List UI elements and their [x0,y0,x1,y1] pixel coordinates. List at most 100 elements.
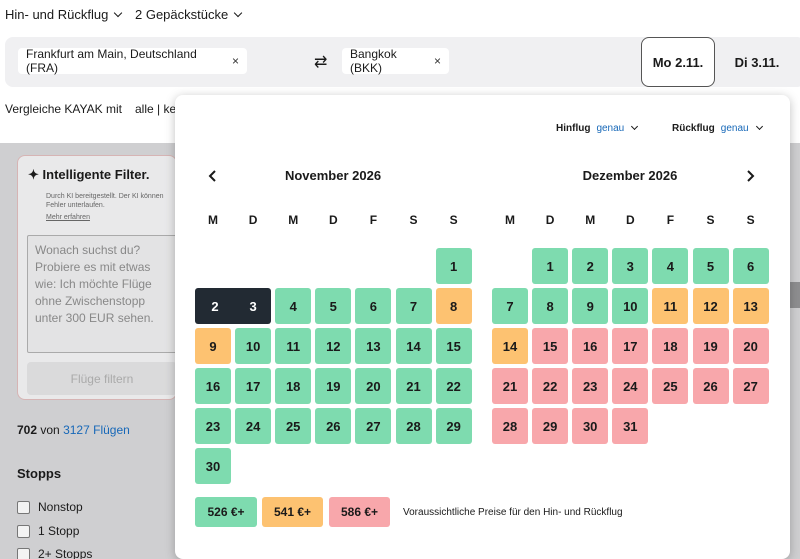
calendar-day[interactable]: 17 [612,328,649,364]
calendar-day[interactable]: 15 [532,328,569,364]
calendar-day[interactable]: 21 [395,368,432,404]
calendar-day[interactable]: 26 [315,408,352,444]
calendar-day[interactable]: 22 [435,368,472,404]
calendar-day[interactable]: 20 [732,328,769,364]
checkbox[interactable] [17,547,30,559]
calendar-day[interactable]: 24 [235,408,272,444]
compare-label: Vergleiche KAYAK mit [5,102,122,116]
result-count: 702 von 3127 Flügen [17,423,130,437]
weekday-header: S [449,213,458,227]
weekday-header: F [369,213,378,227]
calendar-day[interactable]: 29 [532,408,569,444]
remove-origin-icon[interactable]: × [231,54,239,68]
calendar-day[interactable]: 6 [732,248,769,284]
calendar-day[interactable]: 4 [275,288,312,324]
bags-dropdown[interactable]: 2 Gepäckstücke [135,7,243,22]
calendar-day[interactable]: 7 [492,288,528,324]
previous-month-icon[interactable] [206,169,220,183]
calendar-day[interactable]: 10 [612,288,649,324]
calendar-day[interactable]: 9 [572,288,609,324]
calendar-day[interactable]: 29 [435,408,472,444]
remove-destination-icon[interactable]: × [433,54,441,68]
calendar-day[interactable]: 12 [315,328,352,364]
calendar-day[interactable]: 5 [315,288,352,324]
calendar-day[interactable]: 6 [355,288,392,324]
calendar-day[interactable]: 7 [395,288,432,324]
filter-flights-button[interactable]: Flüge filtern [27,362,177,395]
weekday-header: M [208,213,218,227]
calendar-day[interactable]: 14 [395,328,432,364]
depart-date-field[interactable]: Mo 2.11. [641,37,715,87]
calendar-day[interactable]: 12 [692,288,729,324]
trip-type-dropdown[interactable]: Hin- und Rückflug [5,7,123,22]
calendar-day[interactable]: 3 [235,288,272,324]
calendar-day[interactable]: 19 [315,368,352,404]
calendar-day[interactable]: 18 [652,328,689,364]
calendar-day[interactable]: 10 [235,328,272,364]
calendar-day[interactable]: 11 [652,288,689,324]
calendar-day[interactable]: 9 [195,328,231,364]
calendar-day[interactable]: 28 [395,408,432,444]
calendar-day[interactable]: 23 [195,408,231,444]
return-mode: genau [720,123,749,134]
swap-icon[interactable]: ⇄ [314,54,328,71]
return-date-field[interactable]: Di 3.11. [725,37,789,87]
calendar-day[interactable]: 26 [692,368,729,404]
calendar-day[interactable]: 21 [492,368,528,404]
calendar-day[interactable]: 13 [355,328,392,364]
ai-filter-input[interactable]: Wonach suchst du? Probiere es mit etwas … [27,235,177,353]
destination-field[interactable]: Bangkok (BKK) × [342,47,449,75]
calendar-day[interactable]: 5 [692,248,729,284]
calendar-day[interactable]: 8 [435,288,472,324]
return-label: Rückflug [672,123,715,134]
stop-option-1-stop[interactable]: 1 Stopp [17,524,79,538]
calendar-day[interactable]: 18 [275,368,312,404]
checkbox[interactable] [17,500,30,514]
calendar-day[interactable]: 28 [492,408,528,444]
weekday-header: D [248,213,258,227]
calendar-day[interactable]: 13 [732,288,769,324]
calendar-day[interactable]: 4 [652,248,689,284]
calendar-day[interactable]: 20 [355,368,392,404]
stop-option-nonstop[interactable]: Nonstop [17,500,83,514]
stop-option-2-stops[interactable]: 2+ Stopps [17,547,92,559]
calendar-day[interactable]: 2 [572,248,609,284]
total-flights-link[interactable]: 3127 Flügen [63,423,130,437]
chevron-down-icon [755,122,763,131]
calendar-day[interactable]: 27 [355,408,392,444]
origin-field[interactable]: Frankfurt am Main, Deutschland (FRA) × [18,47,247,75]
calendar-day[interactable]: 23 [572,368,609,404]
weekday-header: F [666,213,675,227]
calendar-day[interactable]: 30 [195,448,231,484]
learn-more-link[interactable]: Mehr erfahren [46,214,90,221]
calendar-day[interactable]: 16 [572,328,609,364]
calendar-day[interactable]: 27 [732,368,769,404]
calendar-day[interactable]: 1 [532,248,569,284]
calendar-day[interactable]: 25 [275,408,312,444]
trip-type-label: Hin- und Rückflug [5,7,109,22]
month-title-december: Dezember 2026 [582,168,678,183]
calendar-day[interactable]: 8 [532,288,569,324]
calendar-day[interactable]: 31 [612,408,649,444]
calendar-day[interactable]: 15 [435,328,472,364]
calendar-day[interactable]: 11 [275,328,312,364]
weekday-header: D [545,213,555,227]
calendar-day[interactable]: 24 [612,368,649,404]
calendar-day[interactable]: 22 [532,368,569,404]
calendar-day[interactable]: 30 [572,408,609,444]
calendar-day[interactable]: 14 [492,328,528,364]
calendar-day[interactable]: 19 [692,328,729,364]
calendar-day[interactable]: 2 [195,288,235,324]
checkbox[interactable] [17,524,30,538]
weekday-header: D [328,213,338,227]
next-month-icon[interactable] [743,169,757,183]
calendar-day[interactable]: 16 [195,368,231,404]
calendar-day[interactable]: 17 [235,368,272,404]
calendar-day[interactable]: 25 [652,368,689,404]
legend-low-price: 526 €+ [195,497,257,527]
calendar-day[interactable]: 3 [612,248,649,284]
return-flex-dropdown[interactable]: Rückflug genau [672,122,763,134]
calendar-day[interactable]: 1 [435,248,472,284]
outbound-flex-dropdown[interactable]: Hinflug genau [556,122,639,134]
compare-options[interactable]: alle | ke [135,102,177,116]
